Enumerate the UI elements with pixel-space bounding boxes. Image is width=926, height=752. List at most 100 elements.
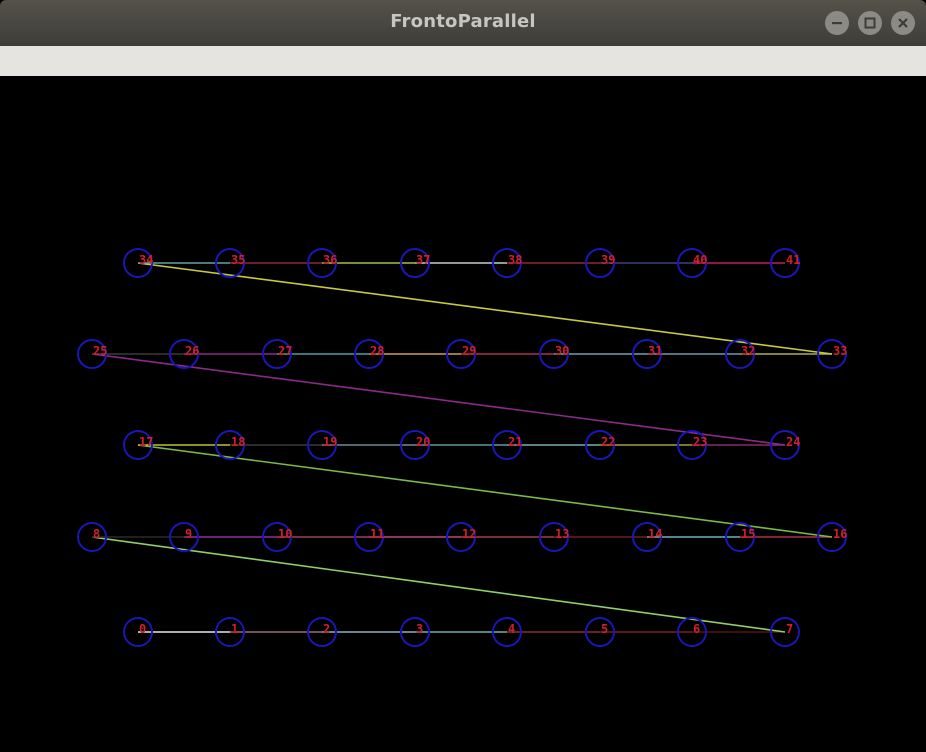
corner-marker: [492, 248, 522, 278]
corner-label: 30: [555, 344, 569, 358]
corner-label: 15: [741, 527, 755, 541]
corner-marker: [632, 522, 662, 552]
corner-marker: [307, 248, 337, 278]
grid-segment: [91, 353, 786, 446]
corner-marker: [817, 522, 847, 552]
corner-label: 25: [93, 344, 107, 358]
window-title: FrontoParallel: [390, 11, 536, 32]
corner-label: 18: [231, 435, 245, 449]
corner-label: 20: [416, 435, 430, 449]
corner-label: 35: [231, 253, 245, 267]
minimize-button[interactable]: [825, 11, 849, 35]
corner-label: 5: [601, 622, 608, 636]
corner-marker: [307, 617, 337, 647]
corner-marker: [215, 430, 245, 460]
corner-marker: [725, 339, 755, 369]
corner-label: 17: [139, 435, 153, 449]
grid-segment: [137, 262, 833, 355]
corner-marker: [492, 617, 522, 647]
corner-marker: [677, 617, 707, 647]
corner-label: 31: [648, 344, 662, 358]
corner-label: 8: [93, 527, 100, 541]
corner-label: 40: [693, 253, 707, 267]
corner-marker: [492, 430, 522, 460]
close-icon: [898, 18, 908, 28]
corner-marker: [817, 339, 847, 369]
corner-marker: [354, 522, 384, 552]
corner-marker: [262, 339, 292, 369]
corner-label: 7: [786, 622, 793, 636]
corner-label: 33: [833, 344, 847, 358]
corner-marker: [585, 617, 615, 647]
grid-segment: [91, 536, 786, 633]
corner-marker: [770, 248, 800, 278]
corner-label: 22: [601, 435, 615, 449]
corner-marker: [123, 430, 153, 460]
corner-marker: [400, 617, 430, 647]
corner-marker: [632, 339, 662, 369]
corner-label: 26: [185, 344, 199, 358]
corner-marker: [770, 430, 800, 460]
corner-label: 14: [648, 527, 662, 541]
corner-marker: [725, 522, 755, 552]
corner-label: 0: [139, 622, 146, 636]
corner-label: 21: [508, 435, 522, 449]
corner-label: 1: [231, 622, 238, 636]
corner-marker: [354, 339, 384, 369]
corner-marker: [677, 248, 707, 278]
corner-label: 11: [370, 527, 384, 541]
corner-label: 29: [462, 344, 476, 358]
corner-label: 24: [786, 435, 800, 449]
corner-label: 38: [508, 253, 522, 267]
title-bar[interactable]: FrontoParallel: [0, 0, 926, 46]
corner-label: 10: [278, 527, 292, 541]
corner-label: 9: [185, 527, 192, 541]
corner-marker: [77, 339, 107, 369]
corner-label: 13: [555, 527, 569, 541]
corner-marker: [400, 248, 430, 278]
corner-marker: [446, 522, 476, 552]
corner-marker: [446, 339, 476, 369]
corner-label: 2: [323, 622, 330, 636]
grid-segment: [137, 444, 833, 538]
corner-marker: [585, 430, 615, 460]
corner-label: 4: [508, 622, 515, 636]
toolbar-strip: [0, 46, 926, 76]
maximize-button[interactable]: [858, 11, 882, 35]
corner-label: 41: [786, 253, 800, 267]
corner-marker: [215, 617, 245, 647]
corner-marker: [400, 430, 430, 460]
corner-label: 39: [601, 253, 615, 267]
corner-marker: [539, 522, 569, 552]
corner-label: 36: [323, 253, 337, 267]
close-button[interactable]: [891, 11, 915, 35]
corner-label: 28: [370, 344, 384, 358]
corner-marker: [262, 522, 292, 552]
corner-label: 23: [693, 435, 707, 449]
minimize-icon: [832, 22, 842, 25]
corner-marker: [77, 522, 107, 552]
corner-marker: [215, 248, 245, 278]
corner-marker: [123, 617, 153, 647]
corner-label: 27: [278, 344, 292, 358]
corner-marker: [169, 339, 199, 369]
corner-marker: [123, 248, 153, 278]
corner-label: 6: [693, 622, 700, 636]
corner-marker: [307, 430, 337, 460]
corner-label: 32: [741, 344, 755, 358]
corner-marker: [585, 248, 615, 278]
corner-label: 34: [139, 253, 153, 267]
corner-marker: [677, 430, 707, 460]
corner-marker: [539, 339, 569, 369]
corner-label: 12: [462, 527, 476, 541]
corner-marker: [770, 617, 800, 647]
corner-label: 19: [323, 435, 337, 449]
corner-label: 16: [833, 527, 847, 541]
image-canvas: 0 1 2 3 4 5 6 7 8 9 10 11 12 13 14 15 16 17 18 19 20 21 22 23 24…: [0, 76, 926, 752]
maximize-icon: [864, 17, 876, 29]
corner-label: 37: [416, 253, 430, 267]
corner-label: 3: [416, 622, 423, 636]
corner-marker: [169, 522, 199, 552]
